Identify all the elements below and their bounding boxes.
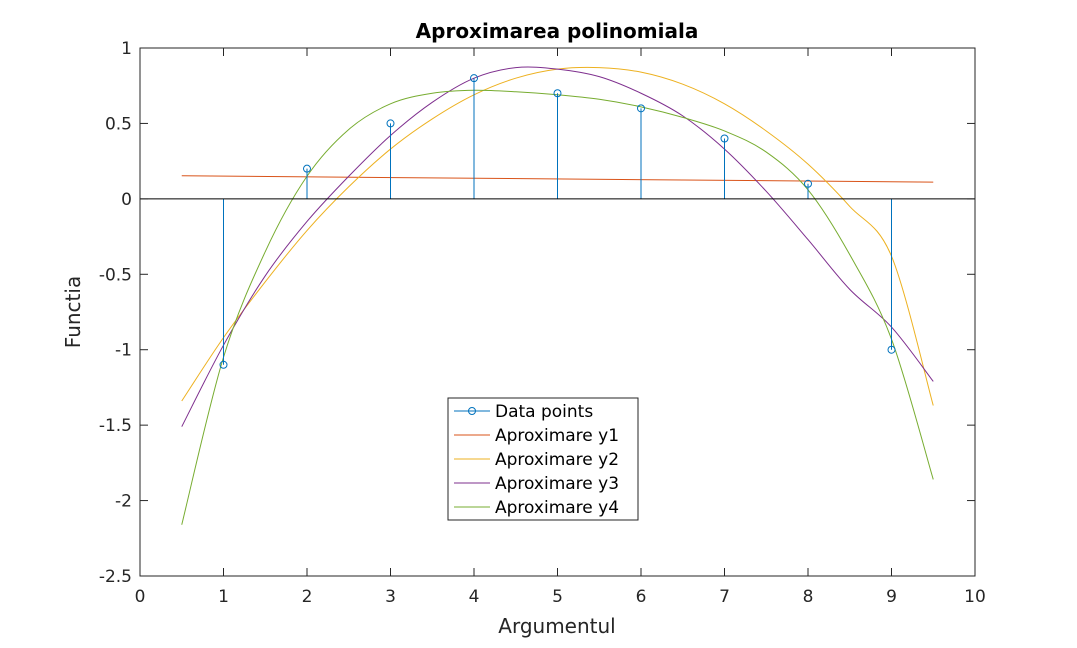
legend-entry: Aproximare y3 (454, 474, 619, 494)
data-point-marker (553, 89, 562, 98)
y-tick-label: 1 (121, 39, 132, 59)
data-point-marker (386, 119, 395, 128)
x-tick-label: 7 (719, 587, 730, 607)
data-point-marker (303, 164, 311, 173)
legend-entry: Aproximare y1 (454, 426, 619, 446)
axis-ticks: 0 1 2 3 4 5 6 7 8 9 10 -2.5 -2 -1.5 -1 -0.5 0 0.5 1 (99, 39, 986, 607)
x-tick-label: 3 (385, 587, 396, 607)
data-point-marker (887, 345, 896, 354)
series-line-y3 (181, 66, 934, 427)
y-tick-label: 0.5 (105, 114, 132, 134)
legend-entry: Aproximare y4 (454, 498, 619, 518)
x-tick-label: 5 (552, 587, 563, 607)
x-tick-label: 2 (302, 587, 313, 607)
y-tick-label: 0 (121, 190, 132, 210)
x-tick-label: 10 (964, 587, 986, 607)
legend-label: Aproximare y3 (495, 474, 619, 494)
legend: Data points Aproximare y1 Aproximare y2 Apr… (447, 397, 639, 521)
legend-label: Aproximare y4 (495, 498, 619, 518)
x-tick-label: 6 (636, 587, 647, 607)
legend-entry: Aproximare y2 (454, 450, 619, 470)
series-line-y4 (181, 89, 934, 525)
data-point-marker (219, 360, 228, 369)
legend-label: Aproximare y2 (495, 450, 619, 470)
legend-label: Data points (495, 402, 593, 422)
x-tick-label: 0 (135, 587, 146, 607)
x-tick-label: 8 (803, 587, 814, 607)
y-tick-label: -2.5 (99, 567, 132, 587)
x-tick-label: 1 (218, 587, 229, 607)
y-tick-label: -0.5 (99, 265, 132, 285)
series-line-y2 (181, 66, 934, 406)
data-point-marker (470, 74, 478, 83)
legend-entry: Data points (454, 402, 593, 422)
data-point-marker (720, 134, 729, 143)
chart-title: Aproximarea polinomiala (416, 19, 699, 43)
x-tick-label: 4 (469, 587, 480, 607)
y-tick-label: -2 (115, 492, 132, 512)
x-axis-label: Argumentul (498, 614, 615, 638)
y-tick-label: -1 (115, 341, 132, 361)
stem-series (219, 74, 896, 369)
legend-marker (468, 407, 476, 415)
y-tick-label: -1.5 (99, 416, 132, 436)
legend-label: Aproximare y1 (495, 426, 619, 446)
x-tick-label: 9 (886, 587, 897, 607)
data-point-marker (804, 179, 812, 188)
y-axis-label: Functia (61, 276, 85, 348)
data-point-marker (637, 104, 645, 113)
